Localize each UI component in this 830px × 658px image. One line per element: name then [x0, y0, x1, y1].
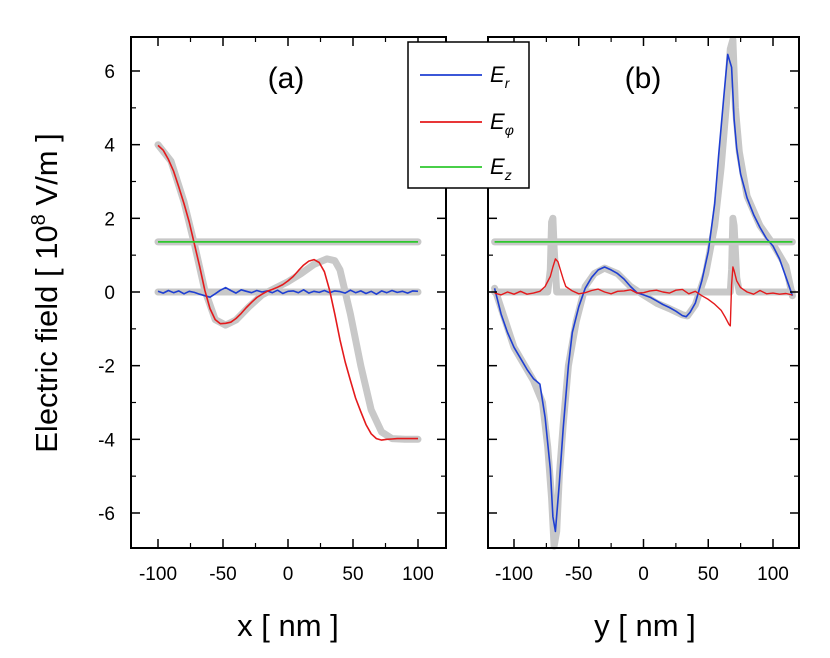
- panel-b-ticks: -100 -50 0 50 100: [488, 37, 799, 585]
- panel-b-xtick-label: -50: [565, 564, 592, 585]
- panel-a-xtick-label: -100: [139, 564, 177, 585]
- legend-label-e-phi-main: E: [490, 109, 505, 134]
- panel-a-series-e-r: [157, 286, 419, 299]
- legend-label-e-r-sub: r: [505, 75, 511, 91]
- panel-b-series: [493, 53, 794, 533]
- panel-b: -100 -50 0 50 100 (b) y [ nm ]: [487, 36, 800, 643]
- panel-a-series: [157, 144, 419, 441]
- panel-b-reference-r-curve: [491, 36, 796, 550]
- y-axis-label-exponent: 8: [28, 214, 50, 225]
- legend-label-e-phi: Eφ: [490, 109, 514, 138]
- legend: Er Eφ Ez: [407, 41, 530, 189]
- panel-a-series-e-phi: [157, 144, 418, 441]
- y-axis-label-units: V/m ]: [29, 133, 64, 214]
- panel-a-ytick-label: -4: [98, 430, 115, 451]
- legend-label-e-z: Ez: [490, 154, 512, 183]
- panel-a-ytick-label: 0: [104, 283, 115, 304]
- panel-a-label: (a): [268, 62, 305, 95]
- panel-a-ytick-label: -2: [98, 357, 115, 378]
- panel-a-ytick-label: 4: [104, 136, 115, 157]
- panel-b-xtick-label: 0: [638, 564, 649, 585]
- panel-b-label: (b): [625, 62, 662, 95]
- panel-b-series-e-phi: [494, 258, 793, 327]
- panel-a-ticks: -100 -50 0 50 100 -6 -4 -2 0 2 4 6: [98, 37, 446, 585]
- panel-a-x-axis-label: x [ nm ]: [237, 608, 339, 643]
- panel-b-xtick-label: 50: [698, 564, 719, 585]
- panel-b-x-axis-label: y [ nm ]: [594, 608, 696, 643]
- legend-label-e-r: Er: [490, 62, 511, 91]
- y-axis-label-main: Electric field [ 10: [29, 225, 64, 452]
- panel-a-xtick-label: 0: [283, 564, 294, 585]
- legend-label-e-z-main: E: [490, 154, 505, 179]
- panel-a-ytick-label: 6: [104, 62, 115, 83]
- legend-label-e-z-sub: z: [504, 167, 512, 183]
- panel-a-ytick-label: -6: [98, 504, 115, 525]
- panel-a-xtick-label: -50: [209, 564, 236, 585]
- panel-a-xtick-label: 50: [342, 564, 363, 585]
- legend-box: [407, 41, 530, 189]
- panel-a-xtick-label: 100: [402, 564, 434, 585]
- legend-label-e-phi-sub: φ: [505, 122, 514, 138]
- y-axis-label: Electric field [ 108 V/m ]: [28, 133, 64, 453]
- panel-b-series-e-r: [493, 53, 794, 533]
- panel-a: -100 -50 0 50 100 -6 -4 -2 0 2 4 6 (a) x [ nm ]: [98, 36, 447, 643]
- panel-b-xtick-label: -100: [495, 564, 533, 585]
- panel-b-xtick-label: 100: [757, 564, 789, 585]
- legend-label-e-r-main: E: [490, 62, 505, 87]
- panel-a-ytick-label: 2: [104, 209, 115, 230]
- panel-b-reference-phi-gray-curve: [491, 214, 796, 296]
